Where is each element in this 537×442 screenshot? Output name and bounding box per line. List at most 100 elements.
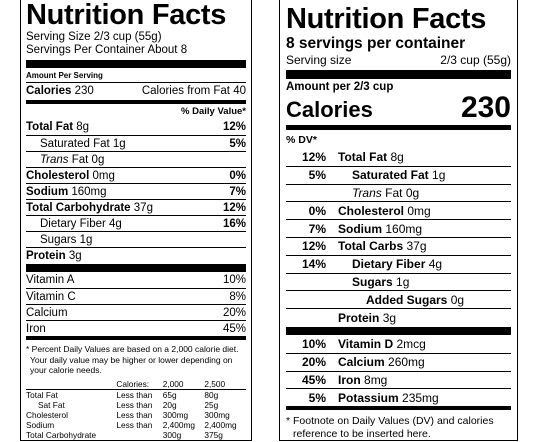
nutrient-row: 12% Total Carbs 37g [286,236,511,255]
daily-value: 8% [229,290,246,303]
nutrient-text: Saturated Fat 1g [332,168,511,182]
nutrient-row: Saturated Fat 1g 5% [26,135,246,151]
nutrient-row: Trans Fat 0g [26,151,246,167]
nutrient-amount: 160mg [385,221,423,236]
nutrient-row: Sodium 160mg 7% [26,183,246,199]
nutrient-amount: 0g [450,292,465,307]
table-cell: Total Carbohydrate [26,429,97,440]
dv-table-row: Sodium Less than 2,400mg 2,400mg [26,420,246,430]
table-cell: 80g [204,389,219,400]
daily-value: 5% [229,137,246,150]
table-cell: 2,500 [204,378,226,389]
nutrient-name: Vitamin D [338,336,394,351]
nutrient-text: Trans Fat 0g [40,154,104,166]
serving-size-row: Serving size 2/3 cup (55g) [286,53,511,67]
nutrient-row: Protein 3g [26,247,246,263]
vitamin-row: 10% Vitamin D 2mcg [286,335,511,353]
thick-rule [286,70,511,79]
calories-row: Calories 230 [286,93,511,124]
nutrient-name: Trans [40,153,69,166]
vitamin-row: Vitamin C 8% [26,288,246,304]
nutrient-text: Added Sugars 0g [332,293,511,307]
dv-table-row: Cholesterol Less than 300mg 300mg [26,410,246,420]
nutrient-amount: 1g [432,168,446,183]
amount-per-serving: Amount Per Serving [26,71,103,80]
servings-per-container: 8 servings per container [286,35,466,52]
nutrient-text: Dietary Fiber 4g [332,257,511,271]
nutrient-name: Sodium [26,185,69,198]
nutrient-amount: 4g [428,257,443,272]
nutrient-name: Potassium [338,390,399,405]
vitamin-name: Iron [26,322,46,335]
medium-rule [26,336,246,340]
daily-value: 12% [222,121,246,133]
nutrient-amount: 37g [133,201,153,214]
table-cell: 300mg [162,409,189,420]
nutrient-name: Cholesterol [338,203,405,218]
table-cell: 25g [163,440,205,441]
nutrient-amount: 160mg [71,185,107,198]
nutrient-name: Dietary Fiber [40,217,106,230]
calories-value: 230 [74,85,94,97]
footnote: * Percent Daily Values are based on a 2,… [26,344,239,375]
table-cell: 2,000 [162,378,184,389]
vitamin-name: Vitamin A [26,274,75,286]
nutrient-text: Protein 3g [26,250,82,262]
nutrient-text: Potassium 235mg [332,391,511,405]
nutrient-name: Total Carbohydrate [26,201,131,214]
daily-value: 12% [222,201,246,214]
dv-header: % DV* [286,134,317,146]
medium-rule [286,406,511,411]
nutrient-name: Saturated Fat [352,168,429,183]
thick-rule [26,60,246,68]
nutrient-row: Cholesterol 0mg 0% [26,167,246,183]
dv-table: Calories: 2,000 2,500 Total Fat Less than… [26,378,246,441]
dv-table-header: Calories: 2,000 2,500 [26,378,246,389]
amount-per: Amount per 2/3 cup [286,81,394,93]
daily-value: 45% [301,372,326,387]
dv-table-row: Total Fat Less than 65g 80g [26,389,246,400]
table-cell [116,440,162,441]
vitamin-name: Calcium [26,306,68,319]
servings-per-container: Servings Per Container About 8 [26,44,188,56]
nutrient-text: Sodium 160mg [332,222,511,236]
nutrient-name: Total Fat [338,149,388,164]
nutrient-text: Dietary Fiber 4g [40,218,122,230]
calories-from-fat: Calories from Fat 40 [141,85,246,97]
calories-label: Calories [26,85,72,97]
daily-value: 16% [222,217,246,230]
nutrient-row: 5% Saturated Fat 1g [286,165,511,184]
table-cell: 25g [204,399,219,410]
calories-row: Calories 230 Calories from Fat 40 [26,82,246,99]
nutrient-text: Cholesterol 0mg [332,204,511,218]
daily-value: 0% [308,203,326,218]
nutrition-label-new: Nutrition Facts 8 servings per container… [279,0,518,441]
daily-value: 5% [308,390,326,405]
nutrient-name: Sugars [352,274,393,289]
medium-rule [286,125,511,130]
table-cell: Total Fat [26,389,58,400]
nutrient-row: Added Sugars 0g [286,290,511,308]
nutrient-name: Added Sugars [366,292,448,307]
nutrient-text: Protein 3g [332,311,511,325]
nutrient-text: Saturated Fat 1g [40,138,126,150]
nutrient-row: 0% Cholesterol 0mg [286,201,511,219]
daily-value: 20% [301,355,326,370]
table-cell: 65g [162,389,177,400]
table-cell [116,430,162,440]
vitamin-row: Iron 45% [26,320,246,336]
nutrient-list: 12% Total Fat 8g 5% Saturated Fat 1g Trans F… [286,148,511,326]
label-title: Nutrition Facts [26,0,227,31]
serving-size-label: Serving size [286,53,352,67]
table-cell: Calories: [116,378,150,389]
dv-table-row: Sat Fat Less than 20g 25g [26,400,246,410]
nutrient-name: Calcium [338,355,385,370]
vitamin-name: Vitamin C [26,290,76,303]
medium-rule [26,100,246,104]
table-cell: 2,400mg [162,419,196,430]
nutrient-name: Dietary Fiber [352,257,426,272]
nutrient-text: Iron 8mg [332,373,511,387]
table-cell: 300mg [204,409,230,420]
nutrient-text: Total Carbohydrate 37g [26,202,153,214]
vitamin-list: Vitamin A 10% Vitamin C 8% Calcium 20% Iron 45% [26,272,246,336]
